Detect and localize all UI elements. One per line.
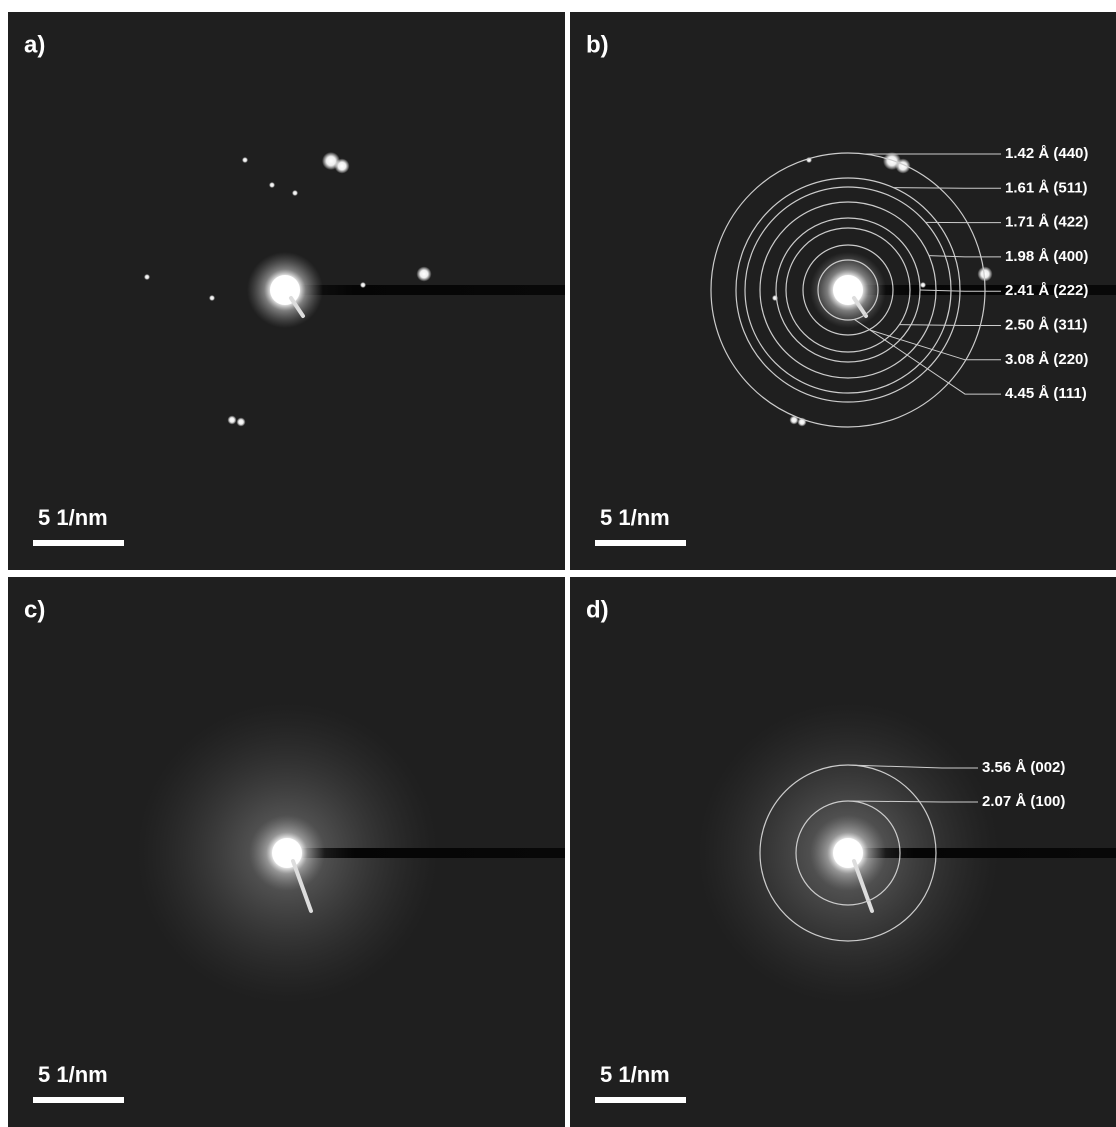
beam-stop (300, 285, 565, 295)
diffraction-spot (896, 159, 911, 174)
panel-label: b) (586, 31, 609, 58)
scale-bar (595, 540, 686, 546)
central-beam (833, 275, 863, 305)
diffraction-spot (360, 282, 366, 288)
diffraction-spot (269, 182, 275, 188)
scale-bar-label: 5 1/nm (600, 1062, 670, 1087)
ring-label: 3.08 Å (220) (1005, 351, 1088, 368)
diffraction-spot (335, 159, 350, 174)
central-beam (833, 838, 863, 868)
diffraction-panel: 3.56 Å (002) 2.07 Å (100) d) 5 1/nm (570, 577, 1116, 1127)
beam-stop (863, 848, 1116, 858)
diffraction-spot (237, 418, 246, 427)
diffraction-spot (292, 190, 298, 196)
ring-label: 2.07 Å (100) (982, 793, 1065, 810)
panel-label: c) (24, 596, 45, 623)
panel-label: a) (24, 31, 45, 58)
ring-label: 1.61 Å (511) (1005, 179, 1088, 196)
diffraction-spot (144, 274, 150, 280)
ring-label: 2.50 Å (311) (1005, 316, 1088, 333)
diffraction-panel: c) 5 1/nm (8, 577, 565, 1127)
scale-bar (33, 1097, 124, 1103)
scale-bar (33, 540, 124, 546)
scale-bar (595, 1097, 686, 1103)
panel-label: d) (586, 596, 609, 623)
diffraction-panel: 1.42 Å (440) 1.61 Å (511) 1.71 Å (422) 1.98… (570, 12, 1116, 570)
ring-label: 3.56 Å (002) (982, 759, 1065, 776)
diffraction-spot (228, 416, 237, 425)
diffraction-spot (242, 157, 248, 163)
diffraction-spot (920, 282, 926, 288)
scale-bar-label: 5 1/nm (600, 505, 670, 530)
diffraction-panel: a) 5 1/nm (8, 12, 565, 570)
scale-bar-label: 5 1/nm (38, 505, 108, 530)
scale-bar-label: 5 1/nm (38, 1062, 108, 1087)
central-beam (270, 275, 300, 305)
central-beam (272, 838, 302, 868)
ring-label: 1.42 Å (440) (1005, 145, 1088, 162)
ring-label: 2.41 Å (222) (1005, 282, 1088, 299)
ring-label: 4.45 Å (111) (1005, 385, 1087, 402)
figure: a) 5 1/nm 1.42 Å (440) 1.61 Å (511) 1.71 Å (… (0, 0, 1116, 1127)
diffraction-spot (209, 295, 215, 301)
ring-label: 1.98 Å (400) (1005, 248, 1088, 265)
diffraction-spot (417, 267, 432, 282)
ring-label: 1.71 Å (422) (1005, 214, 1088, 231)
beam-stop (302, 848, 565, 858)
